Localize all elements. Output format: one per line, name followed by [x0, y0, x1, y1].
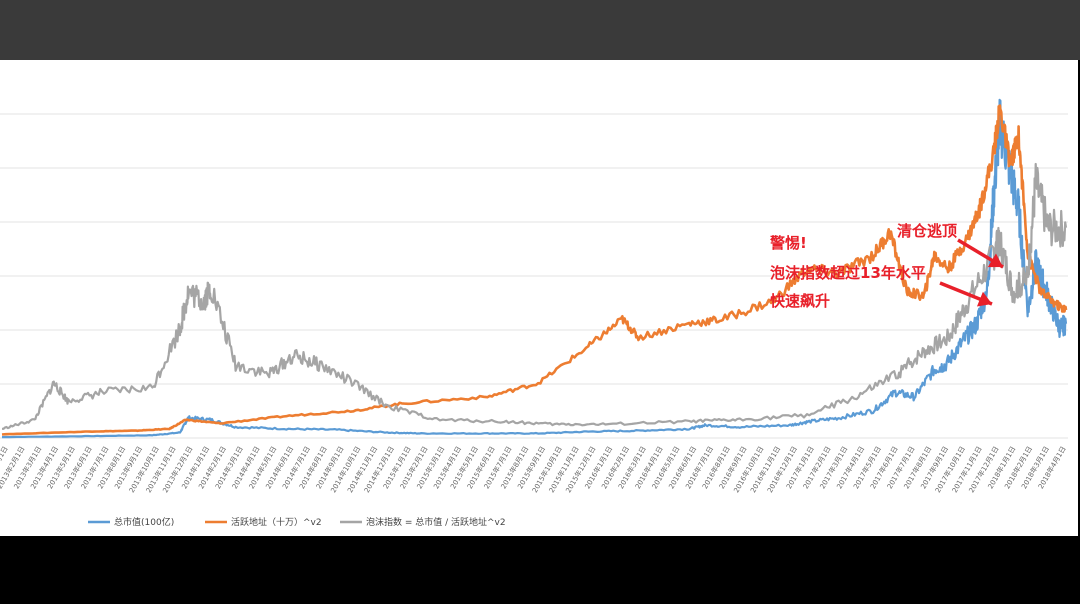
annotation-arrowhead	[987, 253, 1003, 268]
series-line-1	[1, 98, 1068, 439]
annotation-warning-line-1: 警惕!	[769, 234, 807, 252]
annotation-warning-line-2: 泡沫指数超过13年水平	[770, 264, 926, 282]
legend: 总市值(100亿) 活跃地址（十万）^v2 泡沫指数 = 总市值 / 活跃地址^v2	[88, 516, 506, 528]
annotation-warning-line-3: 快速飙升	[770, 292, 830, 310]
chart-slide: 2013年1月1日 2013年2月1日 2013年3月1日 2013年4月1日 2013…	[0, 60, 1078, 536]
bottom-bar	[0, 536, 1080, 604]
annotation-arrowhead	[976, 291, 992, 307]
series-layer	[1, 98, 1068, 439]
legend-label: 泡沫指数 = 总市值 / 活跃地址^v2	[366, 516, 506, 528]
legend-label: 活跃地址（十万）^v2	[231, 516, 322, 528]
chart-svg: 2013年1月1日2013年2月1日2013年3月1日2013年4月1日2013…	[0, 98, 1068, 528]
x-tick-labels: 2013年1月1日2013年2月1日2013年3月1日2013年4月1日2013…	[0, 445, 1068, 495]
annotation-arrows	[939, 238, 1004, 307]
series-line-2	[1, 104, 1068, 436]
legend-label: 总市值(100亿)	[114, 516, 174, 528]
series-line-3	[2, 162, 1068, 430]
annotation-sell-top: 清仓逃顶	[897, 222, 957, 240]
top-bar	[0, 0, 1080, 60]
